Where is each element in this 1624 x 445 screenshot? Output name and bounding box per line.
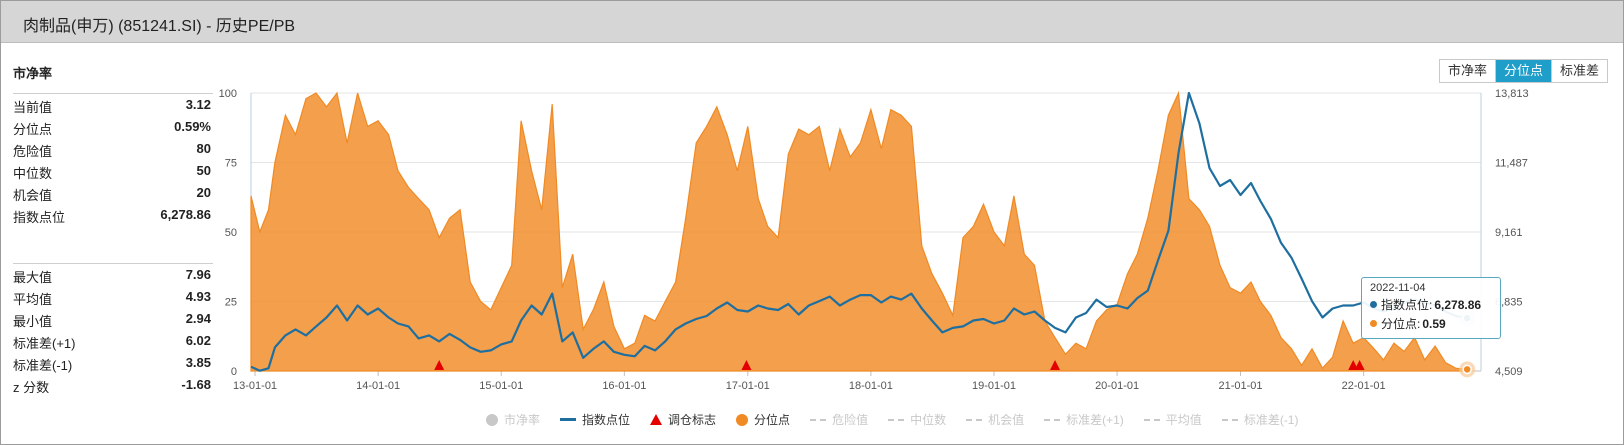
tooltip-index-value: 6,278.86 bbox=[1434, 298, 1481, 312]
y-right-tick-label: 11,487 bbox=[1495, 158, 1528, 170]
x-tick-label: 17-01-01 bbox=[726, 380, 770, 392]
y-right-tick-label: 4,509 bbox=[1495, 366, 1523, 378]
legend-std-plus[interactable]: 标准差(+1) bbox=[1044, 411, 1124, 428]
dash-line-icon bbox=[810, 419, 826, 421]
index-dot-icon bbox=[1370, 301, 1377, 308]
y-left-tick-label: 0 bbox=[231, 366, 237, 378]
legend-percentile[interactable]: 分位点 bbox=[736, 411, 790, 428]
y-right-tick-label: 9,161 bbox=[1495, 227, 1523, 239]
legend-danger[interactable]: 危险值 bbox=[810, 411, 868, 428]
x-tick-label: 15-01-01 bbox=[479, 380, 523, 392]
legend-opportunity[interactable]: 机会值 bbox=[966, 411, 1024, 428]
legend-label: 指数点位 bbox=[582, 411, 630, 428]
tooltip-index-label: 指数点位: bbox=[1381, 296, 1432, 313]
tooltip-percentile-value: 0.59 bbox=[1422, 317, 1445, 331]
legend-median[interactable]: 中位数 bbox=[888, 411, 946, 428]
legend-rebalance[interactable]: 调仓标志 bbox=[650, 411, 716, 428]
legend-label: 标准差(-1) bbox=[1244, 411, 1299, 428]
y-left-tick-label: 75 bbox=[225, 158, 237, 170]
legend-label: 机会值 bbox=[988, 411, 1024, 428]
x-tick-label: 14-01-01 bbox=[356, 380, 400, 392]
legend-index[interactable]: 指数点位 bbox=[560, 411, 630, 428]
x-tick-label: 18-01-01 bbox=[849, 380, 893, 392]
dash-line-icon bbox=[888, 419, 904, 421]
line-icon bbox=[560, 418, 576, 421]
circle-icon bbox=[736, 414, 748, 426]
circle-icon bbox=[486, 414, 498, 426]
tooltip-row-percentile: 分位点: 0.59 bbox=[1370, 315, 1492, 332]
legend-mean[interactable]: 平均值 bbox=[1144, 411, 1202, 428]
chart-tooltip: 2022-11-04 指数点位: 6,278.86 分位点: 0.59 bbox=[1361, 277, 1501, 339]
y-left-tick-label: 50 bbox=[225, 227, 237, 239]
percentile-dot-icon bbox=[1370, 320, 1377, 327]
dash-line-icon bbox=[966, 419, 982, 421]
legend-label: 平均值 bbox=[1166, 411, 1202, 428]
x-tick-label: 19-01-01 bbox=[972, 380, 1016, 392]
triangle-icon bbox=[650, 414, 662, 425]
y-left-tick-label: 25 bbox=[225, 297, 237, 309]
percentile-highlight-point bbox=[1463, 365, 1471, 373]
legend-label: 标准差(+1) bbox=[1066, 411, 1124, 428]
legend-pb[interactable]: 市净率 bbox=[486, 411, 540, 428]
legend-label: 中位数 bbox=[910, 411, 946, 428]
tooltip-percentile-label: 分位点: bbox=[1381, 315, 1420, 332]
dash-line-icon bbox=[1222, 419, 1238, 421]
legend-std-minus[interactable]: 标准差(-1) bbox=[1222, 411, 1299, 428]
x-tick-label: 22-01-01 bbox=[1342, 380, 1386, 392]
x-tick-label: 16-01-01 bbox=[602, 380, 646, 392]
legend-label: 危险值 bbox=[832, 411, 868, 428]
tooltip-date: 2022-11-04 bbox=[1370, 282, 1492, 294]
dash-line-icon bbox=[1044, 419, 1060, 421]
y-left-tick-label: 100 bbox=[219, 88, 237, 100]
x-tick-label: 13-01-01 bbox=[233, 380, 277, 392]
legend-label: 调仓标志 bbox=[668, 411, 716, 428]
y-right-tick-label: 13,813 bbox=[1495, 88, 1529, 100]
dash-line-icon bbox=[1144, 419, 1160, 421]
chart-legend: 市净率 指数点位 调仓标志 分位点 危险值 中位数 机会值 标准差(+1) 平均值 标准差(-1) bbox=[486, 411, 1318, 428]
x-tick-label: 21-01-01 bbox=[1219, 380, 1263, 392]
legend-label: 分位点 bbox=[754, 411, 790, 428]
x-tick-label: 20-01-01 bbox=[1095, 380, 1139, 392]
legend-label: 市净率 bbox=[504, 411, 540, 428]
tooltip-row-index: 指数点位: 6,278.86 bbox=[1370, 296, 1492, 313]
